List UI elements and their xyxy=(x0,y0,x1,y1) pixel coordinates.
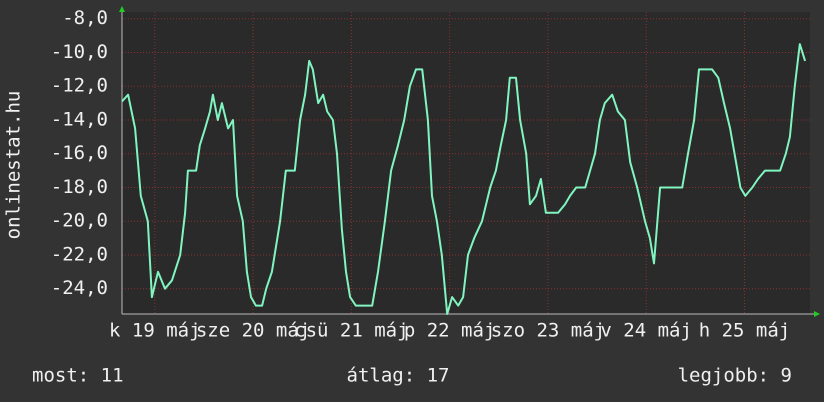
x-tick-label: szo 23 máj xyxy=(491,320,605,342)
x-tick-label: h 25 máj xyxy=(699,320,791,342)
y-tick-label: -18,0 xyxy=(51,176,108,198)
y-tick-label: -16,0 xyxy=(51,142,108,164)
y-tick-label: -12,0 xyxy=(51,75,108,97)
y-tick-label: -8,0 xyxy=(62,7,108,29)
y-tick-label: -14,0 xyxy=(51,108,108,130)
y-tick-label: -10,0 xyxy=(51,41,108,63)
y-axis-label: onlinestat.hu xyxy=(3,91,25,240)
y-tick-label: -24,0 xyxy=(51,277,108,299)
y-tick-label: -22,0 xyxy=(51,243,108,265)
stat-best: legjobb: 9 xyxy=(678,365,792,387)
y-tick-label: -20,0 xyxy=(51,210,108,232)
x-tick-label: sze 20 máj xyxy=(196,320,310,342)
stat-average: átlag: 17 xyxy=(347,365,450,387)
x-tick-label: p 22 máj xyxy=(404,320,496,342)
axis-arrow xyxy=(119,6,125,12)
x-tick-label: v 24 máj xyxy=(600,320,692,342)
x-tick-label: k 19 máj xyxy=(109,320,201,342)
data-line xyxy=(121,43,807,315)
stat-current: most: 11 xyxy=(32,365,124,387)
axis-arrow xyxy=(814,311,820,317)
x-tick-label: csü 21 máj xyxy=(294,320,408,342)
